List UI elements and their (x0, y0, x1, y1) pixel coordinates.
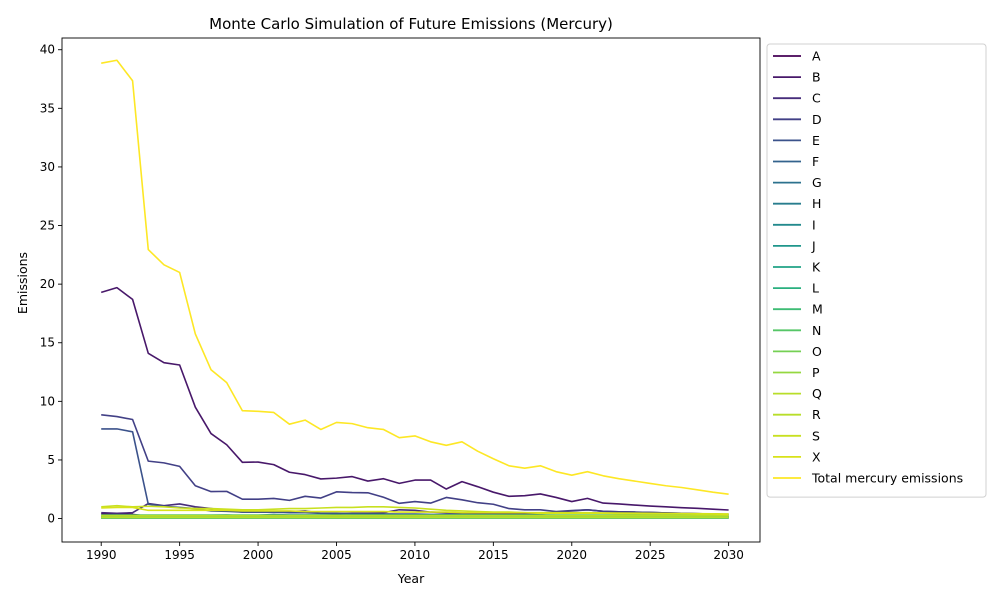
legend-label: Q (812, 386, 822, 401)
series-line-20 (101, 59, 729, 495)
series-line-3 (101, 414, 729, 516)
y-tick-label: 5 (47, 453, 55, 467)
x-axis-title: Year (397, 571, 425, 586)
x-tick-label: 2015 (478, 548, 509, 562)
x-tick-label: 2005 (321, 548, 352, 562)
legend-label: B (812, 70, 821, 85)
legend-label: R (812, 407, 821, 422)
x-tick-label: 2020 (557, 548, 588, 562)
legend-label: I (812, 217, 816, 232)
plot-area (100, 59, 729, 519)
x-tick-label: 2025 (635, 548, 666, 562)
y-tick-label: 40 (40, 43, 55, 57)
legend-label: Total mercury emissions (811, 471, 963, 486)
legend-label: O (812, 344, 822, 359)
x-tick-label: 2030 (713, 548, 744, 562)
legend-label: G (812, 175, 822, 190)
series-line-19 (101, 506, 729, 516)
y-tick-label: 35 (40, 101, 55, 115)
x-tick-label: 2010 (400, 548, 431, 562)
legend-label: L (812, 281, 819, 296)
legend-label: N (812, 323, 821, 338)
y-tick-label: 15 (40, 336, 55, 350)
legend-box (766, 43, 987, 498)
legend-label: J (811, 238, 816, 253)
legend-label: H (812, 196, 821, 211)
legend-label: X (812, 449, 821, 464)
legend-label: C (812, 91, 821, 106)
chart-title: Monte Carlo Simulation of Future Emissio… (209, 15, 613, 33)
series-line-4 (101, 428, 729, 518)
legend-label: D (812, 112, 822, 127)
legend-label: K (812, 260, 821, 275)
x-tick-label: 2000 (243, 548, 274, 562)
legend-label: M (812, 302, 823, 317)
x-tick-label: 1995 (164, 548, 195, 562)
y-axis-title: Emissions (15, 252, 30, 314)
x-axis: 1990 1995 2000 2005 2010 2015 2020 2025 2030 (86, 542, 744, 562)
legend-label: F (812, 154, 819, 169)
plot-frame (61, 37, 761, 543)
legend-label: S (812, 428, 820, 443)
y-axis: 0 5 10 15 20 25 30 35 40 (40, 43, 62, 526)
legend-label: A (812, 49, 821, 64)
legend-label: P (812, 365, 820, 380)
y-tick-label: 0 (47, 512, 55, 526)
y-tick-label: 30 (40, 160, 55, 174)
y-tick-label: 20 (40, 277, 55, 291)
y-tick-label: 25 (40, 219, 55, 233)
legend-label: E (812, 133, 820, 148)
series-line-1 (100, 286, 729, 511)
y-tick-label: 10 (40, 394, 55, 408)
x-tick-label: 1990 (86, 548, 117, 562)
